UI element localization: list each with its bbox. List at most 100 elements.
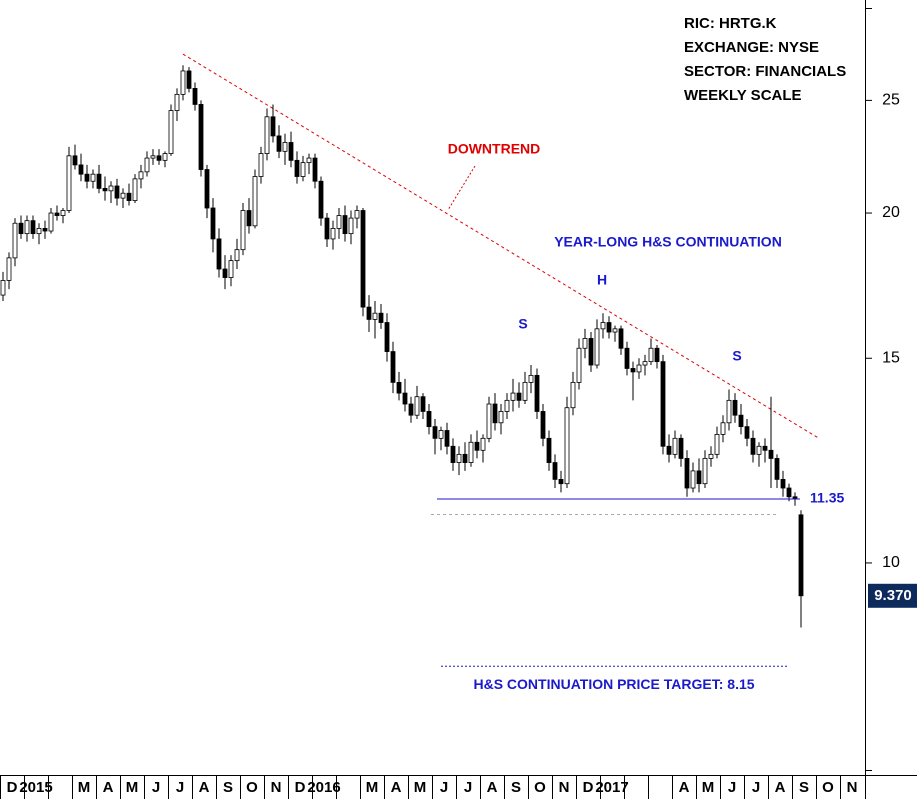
- candle-body: [54, 212, 60, 216]
- x-tick-label: M: [126, 779, 139, 796]
- x-tick-label: O: [246, 779, 258, 796]
- candle-body: [786, 487, 792, 498]
- x-tick-label: O: [534, 779, 546, 796]
- x-tick-label: S: [799, 779, 809, 796]
- candle-body: [258, 153, 264, 177]
- candle-body: [738, 414, 744, 428]
- x-tick-label: J: [152, 779, 160, 796]
- candle-body: [390, 351, 396, 383]
- candle-body: [114, 185, 120, 199]
- candle-body: [126, 192, 132, 201]
- candle-body: [276, 135, 282, 152]
- candle-body: [108, 185, 114, 192]
- candle-body: [6, 257, 12, 281]
- x-tick-label: 2016: [307, 779, 340, 796]
- last-price-label: 9.370: [874, 587, 912, 604]
- candle-body: [204, 169, 210, 209]
- candle-body: [456, 453, 462, 463]
- candle-body: [198, 104, 204, 170]
- shoulder-label: S: [518, 316, 527, 332]
- candle-body: [282, 142, 288, 152]
- candle-body: [414, 396, 420, 416]
- candle-body: [570, 381, 576, 409]
- candle-body: [84, 173, 90, 182]
- candle-body: [540, 411, 546, 439]
- candle-body: [762, 445, 768, 451]
- x-tick-label: J: [440, 779, 448, 796]
- candle-body: [192, 88, 198, 105]
- candle-body: [642, 361, 648, 366]
- candle-body: [228, 260, 234, 278]
- candle-body: [120, 192, 126, 199]
- x-tick-label: A: [103, 779, 114, 796]
- y-tick-label: 25: [882, 92, 900, 109]
- candle-body: [306, 157, 312, 164]
- candle-body: [696, 470, 702, 485]
- x-tick-label: M: [78, 779, 91, 796]
- candle-body: [78, 164, 84, 175]
- candle-body: [474, 441, 480, 451]
- candle-body: [558, 478, 564, 485]
- candle-body: [774, 458, 780, 480]
- candle-body: [480, 437, 486, 451]
- x-tick-label: D: [7, 779, 18, 796]
- trendline: [182, 53, 820, 439]
- candle-body: [420, 396, 426, 412]
- candle-body: [42, 228, 48, 232]
- candle-body: [510, 392, 516, 401]
- candle-body: [726, 399, 732, 424]
- candle-body: [498, 411, 504, 424]
- x-tick-label: A: [487, 779, 498, 796]
- trend-label: DOWNTREND: [448, 141, 541, 157]
- candle-body: [144, 157, 150, 173]
- candle-body: [270, 116, 276, 137]
- candle-body: [582, 338, 588, 349]
- candle-body: [756, 445, 762, 455]
- candle-body: [564, 407, 570, 485]
- x-tick-label: J: [728, 779, 736, 796]
- x-tick-label: N: [559, 779, 570, 796]
- candle-body: [90, 173, 96, 182]
- candle-body: [66, 155, 72, 211]
- candle-body: [330, 228, 336, 240]
- candle-body: [348, 217, 354, 235]
- candle-body: [672, 437, 678, 455]
- candle-body: [516, 392, 522, 401]
- y-tick-label: 15: [882, 349, 900, 366]
- x-tick-label: 2015: [19, 779, 52, 796]
- candle-body: [426, 411, 432, 428]
- candle-body: [36, 228, 42, 235]
- candle-body: [336, 215, 342, 229]
- candle-body: [102, 187, 108, 192]
- candle-body: [486, 403, 492, 439]
- candle-body: [60, 210, 66, 216]
- candle-body: [24, 220, 30, 235]
- candle-body: [408, 403, 414, 416]
- candle-body: [798, 514, 804, 597]
- candle-body: [678, 437, 684, 459]
- candle-body: [690, 470, 696, 489]
- candle-body: [468, 441, 474, 463]
- candle-body: [534, 374, 540, 412]
- candle-body: [588, 338, 594, 366]
- candle-body: [714, 433, 720, 455]
- candle-body: [294, 159, 300, 177]
- candle-body: [450, 445, 456, 463]
- candle-body: [132, 178, 138, 201]
- candle-body: [744, 426, 750, 439]
- candle-body: [606, 322, 612, 333]
- candle-body: [210, 207, 216, 240]
- candle-body: [342, 215, 348, 235]
- pattern-label: YEAR-LONG H&S CONTINUATION: [554, 234, 782, 250]
- candle-body: [768, 449, 774, 459]
- x-tick-label: A: [391, 779, 402, 796]
- candle-body: [72, 155, 78, 166]
- candle-body: [612, 328, 618, 333]
- candle-body: [384, 322, 390, 352]
- head-label: H: [597, 272, 607, 288]
- candle-body: [750, 437, 756, 455]
- candle-body: [162, 153, 168, 161]
- candle-body: [252, 176, 258, 227]
- candle-body: [372, 312, 378, 320]
- candle-body: [552, 462, 558, 480]
